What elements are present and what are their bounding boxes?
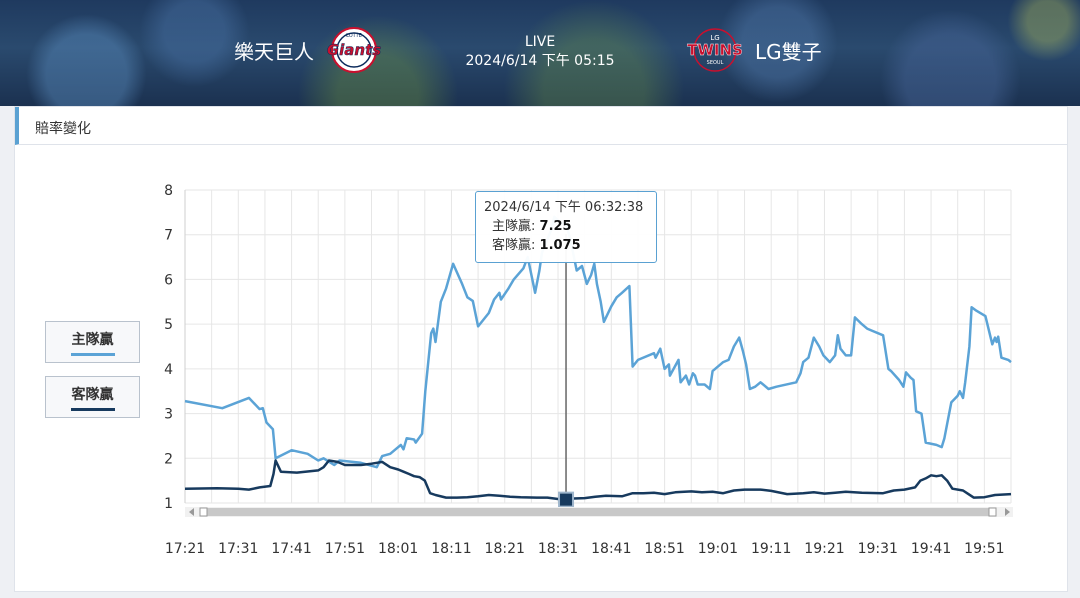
legend-away-swatch xyxy=(70,408,115,411)
tooltip-time: 2024/6/14 下午 06:32:38 xyxy=(484,200,644,215)
series-home-win-line xyxy=(184,215,1012,469)
home-team-name: 樂天巨人 xyxy=(234,39,314,64)
home-team: 樂天巨人 LOTTE Giants xyxy=(234,26,386,74)
legend-home-label: 主隊贏 xyxy=(71,332,114,348)
y-tick-label: 2 xyxy=(164,451,173,467)
chart-axes: 1 2 3 4 5 6 7 8 17:21 17:31 17:41 17:51 18:01 18:11 18… xyxy=(164,183,1004,557)
y-tick-label: 7 xyxy=(164,228,173,244)
x-tick-label: 17:51 xyxy=(325,541,365,557)
tooltip-away-value: 1.075 xyxy=(539,238,581,253)
chart-crosshair xyxy=(558,234,575,508)
banner-background xyxy=(0,0,1080,106)
scrollbar-thumb xyxy=(200,508,996,516)
x-tick-label: 19:51 xyxy=(964,541,1004,557)
x-tick-label: 18:11 xyxy=(431,541,471,557)
y-tick-label: 3 xyxy=(164,407,173,423)
match-datetime: 2024/6/14 下午 05:15 xyxy=(465,53,615,69)
tooltip-home-value: 7.25 xyxy=(539,219,572,234)
x-tick-label: 18:01 xyxy=(378,541,418,557)
tooltip-home-row: 主隊贏: 7.25 xyxy=(484,217,656,236)
game-banner: 樂天巨人 LOTTE Giants LIVE 2024/6/14 下午 05:1… xyxy=(0,0,1080,106)
y-tick-label: 5 xyxy=(164,317,173,333)
y-tick-label: 1 xyxy=(164,496,173,512)
away-team-name: LG雙子 xyxy=(755,39,822,64)
x-tick-label: 19:21 xyxy=(804,541,844,557)
svg-text:SEOUL: SEOUL xyxy=(707,60,724,66)
scroll-left-arrow-icon xyxy=(189,508,194,516)
crosshair-marker xyxy=(558,491,575,508)
match-status: LIVE 2024/6/14 下午 05:15 xyxy=(440,33,640,71)
x-tick-label: 18:21 xyxy=(485,541,525,557)
x-tick-label: 17:21 xyxy=(165,541,205,557)
scroll-right-arrow-icon xyxy=(1005,508,1010,516)
svg-text:LOTTE: LOTTE xyxy=(346,33,362,39)
live-badge: LIVE xyxy=(524,34,556,50)
x-tick-label: 18:51 xyxy=(644,541,684,557)
series-away-win-line xyxy=(184,459,1012,501)
y-tick-label: 4 xyxy=(164,362,173,378)
chart-tooltip: 2024/6/14 下午 06:32:38 主隊贏: 7.25 客隊贏: 1.0… xyxy=(475,191,657,263)
x-tick-label: 19:01 xyxy=(698,541,738,557)
legend-away-win[interactable]: 客隊贏 xyxy=(45,376,140,418)
giants-logo: LOTTE Giants xyxy=(322,26,386,74)
chart-series xyxy=(184,215,1012,501)
x-tick-label: 18:41 xyxy=(591,541,631,557)
legend-away-label: 客隊贏 xyxy=(71,387,114,403)
x-tick-label: 19:11 xyxy=(751,541,791,557)
tooltip-home-label: 主隊贏: xyxy=(492,219,536,234)
panel-header: 賠率變化 xyxy=(15,107,1067,145)
chart-scrollbar[interactable] xyxy=(185,507,1013,517)
panel-title: 賠率變化 xyxy=(35,121,91,137)
x-tick-label: 19:31 xyxy=(858,541,898,557)
tooltip-away-label: 客隊贏: xyxy=(492,238,536,253)
y-tick-label: 8 xyxy=(164,183,173,199)
x-tick-label: 17:41 xyxy=(271,541,311,557)
scrollbar-handle-right xyxy=(988,507,997,517)
svg-text:TWINS: TWINS xyxy=(687,41,743,59)
tooltip-away-row: 客隊贏: 1.075 xyxy=(484,236,656,255)
svg-text:LG: LG xyxy=(710,34,719,42)
x-tick-label: 19:41 xyxy=(911,541,951,557)
legend-home-swatch xyxy=(70,353,115,356)
y-tick-label: 6 xyxy=(164,272,173,288)
scrollbar-handle-left xyxy=(199,507,208,517)
odds-panel: 賠率變化 主隊贏 客隊贏 1 2 3 4 5 6 7 8 17:21 17:31 17:41 17:5… xyxy=(14,106,1068,592)
x-tick-label: 17:31 xyxy=(218,541,258,557)
twins-logo: LG TWINS SEOUL xyxy=(683,26,747,74)
svg-text:Giants: Giants xyxy=(327,41,381,59)
x-tick-label: 18:31 xyxy=(538,541,578,557)
odds-line-chart[interactable]: 1 2 3 4 5 6 7 8 17:21 17:31 17:41 17:51 18:01 18:11 18… xyxy=(15,107,1067,591)
away-team: LG TWINS SEOUL LG雙子 xyxy=(683,26,822,74)
legend-home-win[interactable]: 主隊贏 xyxy=(45,321,140,363)
